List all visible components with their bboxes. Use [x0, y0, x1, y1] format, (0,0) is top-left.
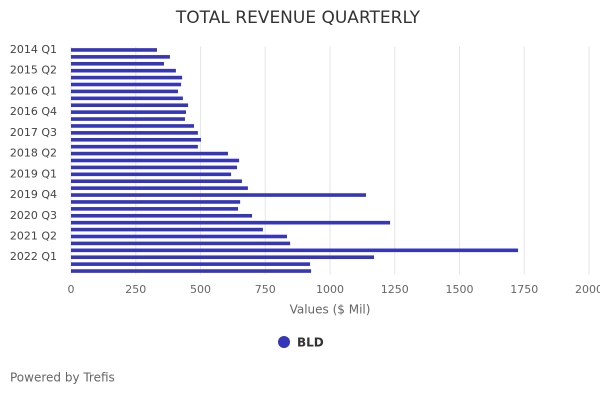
- y-tick-label: 2014 Q1: [10, 43, 57, 56]
- bar: [71, 96, 183, 101]
- bar: [71, 248, 519, 253]
- y-tick-label: 2021 Q2: [10, 230, 57, 243]
- x-tick-label: 500: [190, 283, 211, 296]
- bar: [71, 179, 242, 184]
- y-tick-label: 2017 Q3: [10, 126, 57, 139]
- bar: [71, 55, 170, 59]
- bar: [71, 234, 288, 239]
- y-tick-label: 2018 Q2: [10, 147, 57, 160]
- bar: [71, 262, 311, 266]
- bar: [71, 124, 195, 128]
- bar: [71, 172, 232, 177]
- bar: [71, 220, 391, 225]
- x-tick-label: 1250: [381, 283, 409, 296]
- bar: [71, 151, 228, 156]
- y-tick-label: 2016 Q1: [10, 84, 57, 97]
- y-tick-label: 2020 Q3: [10, 209, 57, 222]
- bar: [71, 165, 238, 170]
- bar: [71, 193, 367, 197]
- x-tick-label: 0: [68, 283, 75, 296]
- footer: Powered by Trefis: [10, 371, 115, 385]
- x-tick-label: 1000: [316, 283, 344, 296]
- x-tick-label: 750: [255, 283, 276, 296]
- bar: [71, 68, 176, 73]
- bar: [71, 89, 178, 94]
- bar: [71, 144, 198, 149]
- y-tick-label: 2015 Q2: [10, 64, 57, 77]
- bar: [71, 103, 189, 108]
- bar: [71, 269, 312, 273]
- bar: [71, 213, 253, 218]
- x-tick-label: 2000: [575, 283, 600, 296]
- bar: [71, 131, 198, 135]
- bar: [71, 200, 241, 204]
- bar: [71, 82, 182, 87]
- bar: [71, 158, 240, 163]
- bar: [71, 255, 375, 260]
- bar: [71, 75, 183, 80]
- y-tick-label: 2016 Q4: [10, 105, 57, 118]
- bar: [71, 227, 263, 232]
- bar: [71, 110, 186, 114]
- bar: [71, 117, 185, 121]
- chart-title: TOTAL REVENUE QUARTERLY: [175, 8, 421, 28]
- legend-label: BLD: [297, 336, 324, 350]
- x-axis-title: Values ($ Mil): [290, 303, 371, 317]
- x-tick-label: 1500: [446, 283, 474, 296]
- bar: [71, 186, 248, 190]
- bar: [71, 207, 239, 211]
- x-tick-label: 250: [125, 283, 146, 296]
- bar: [71, 241, 291, 246]
- bar: [71, 48, 157, 52]
- y-tick-label: 2019 Q1: [10, 167, 57, 180]
- legend-marker: [278, 336, 290, 348]
- y-tick-label: 2019 Q4: [10, 188, 57, 201]
- bar: [71, 61, 164, 66]
- bar: [71, 137, 202, 142]
- x-tick-label: 1750: [510, 283, 538, 296]
- y-tick-label: 2022 Q1: [10, 250, 57, 263]
